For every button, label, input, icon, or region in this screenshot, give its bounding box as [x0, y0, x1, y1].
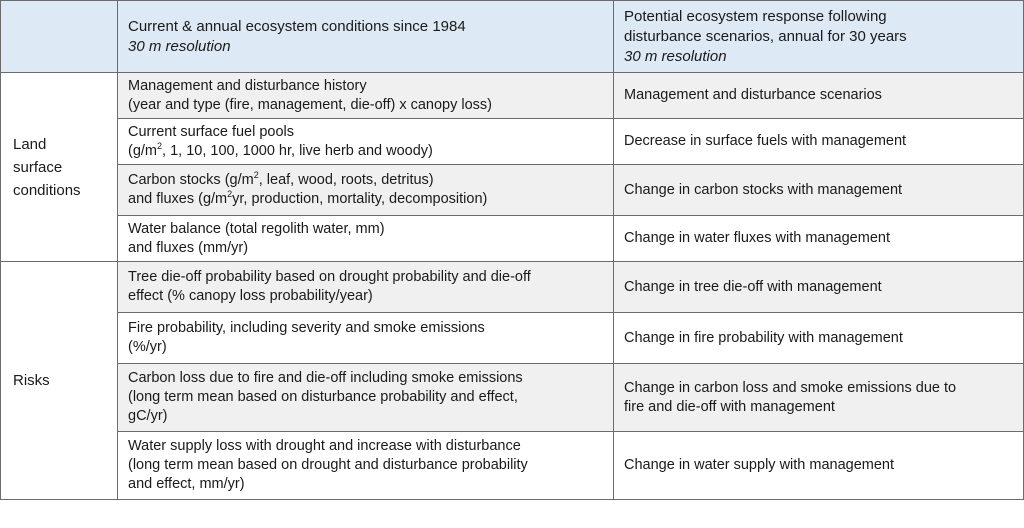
- table-row: Risks Tree die-off probability based on …: [0, 261, 1024, 500]
- cell-line: (long term mean based on drought and dis…: [128, 457, 528, 473]
- potential-response-cell: Change in carbon loss and smoke emission…: [613, 363, 1024, 432]
- current-condition-cell: Tree die-off probability based on drough…: [117, 261, 614, 313]
- table-row: Fire probability, including severity and…: [1, 312, 1024, 364]
- potential-response-cell: Management and disturbance scenarios: [613, 72, 1024, 119]
- header-potential-title-line2: disturbance scenarios, annual for 30 yea…: [624, 27, 907, 45]
- header-current-title: Current & annual ecosystem conditions si…: [128, 17, 466, 35]
- text-segment: and fluxes (g/m: [128, 191, 228, 207]
- cell-line: Change in carbon loss and smoke emission…: [624, 379, 957, 396]
- cell-line: effect (% canopy loss probability/year): [128, 288, 373, 304]
- table-header-row: Current & annual ecosystem conditions si…: [0, 0, 1024, 73]
- current-condition-cell: Water balance (total regolith water, mm)…: [117, 215, 614, 262]
- cell-line: (%/yr): [128, 339, 167, 355]
- superscript: 2: [227, 189, 233, 199]
- text-segment: (g/m: [128, 142, 157, 159]
- cell-line: (long term mean based on disturbance pro…: [128, 389, 518, 405]
- header-empty-cell: [0, 0, 118, 73]
- cell-line: Tree die-off probability based on drough…: [128, 269, 531, 285]
- table-row: Carbon stocks (g/m2, leaf, wood, roots, …: [1, 164, 1024, 216]
- superscript: 2: [253, 170, 259, 180]
- group-land-line2: surface: [13, 158, 63, 176]
- table-row: Water balance (total regolith water, mm)…: [1, 215, 1024, 262]
- text-segment: , 1, 10, 100, 1000 hr, live herb and woo…: [162, 142, 433, 159]
- current-condition-cell: Fire probability, including severity and…: [117, 312, 614, 364]
- cell-line: fire and die-off with management: [624, 398, 835, 415]
- superscript: 2: [157, 140, 163, 151]
- header-current-resolution: 30 m resolution: [128, 37, 231, 55]
- cell-line: Carbon stocks (g/m2, leaf, wood, roots, …: [128, 171, 603, 190]
- cell-line: Current surface fuel pools: [128, 123, 295, 140]
- group-land-line1: Land: [13, 135, 47, 153]
- table-row: Water supply loss with drought and incre…: [1, 431, 1024, 500]
- header-current-conditions: Current & annual ecosystem conditions si…: [117, 0, 614, 73]
- text-segment: , leaf, wood, roots, detritus): [258, 172, 434, 188]
- potential-response-cell: Change in water fluxes with management: [613, 215, 1024, 262]
- potential-response-cell: Change in tree die-off with management: [613, 261, 1024, 313]
- cell-line: gC/yr): [128, 408, 168, 424]
- table-row: Current surface fuel pools (g/m2, 1, 10,…: [1, 118, 1024, 165]
- potential-response-cell: Change in water supply with management: [613, 431, 1024, 500]
- cell-line: Water supply loss with drought and incre…: [128, 438, 521, 454]
- cell-line: and effect, mm/yr): [128, 476, 245, 492]
- cell-line: and fluxes (mm/yr): [128, 239, 249, 256]
- cell-line: (g/m2, 1, 10, 100, 1000 hr, live herb an…: [128, 140, 603, 161]
- text-segment: Carbon stocks (g/m: [128, 172, 254, 188]
- current-condition-cell: Carbon loss due to fire and die-off incl…: [117, 363, 614, 432]
- cell-line: Carbon loss due to fire and die-off incl…: [128, 370, 523, 386]
- group-land-line3: conditions: [13, 181, 81, 199]
- header-potential-title-line1: Potential ecosystem response following: [624, 7, 887, 25]
- potential-response-cell: Change in fire probability with manageme…: [613, 312, 1024, 364]
- header-potential-resolution: 30 m resolution: [624, 47, 727, 65]
- current-condition-cell: Management and disturbance history (year…: [117, 72, 614, 119]
- cell-line: and fluxes (g/m2yr, production, mortalit…: [128, 190, 603, 209]
- header-potential-response: Potential ecosystem response following d…: [613, 0, 1024, 73]
- group-risks: Risks: [0, 261, 118, 500]
- table-row: Carbon loss due to fire and die-off incl…: [1, 363, 1024, 432]
- current-condition-cell: Current surface fuel pools (g/m2, 1, 10,…: [117, 118, 614, 165]
- ecosystem-conditions-table: Current & annual ecosystem conditions si…: [0, 0, 1024, 500]
- current-condition-cell: Water supply loss with drought and incre…: [117, 431, 614, 500]
- text-segment: yr, production, mortality, decomposition…: [232, 191, 488, 207]
- potential-response-cell: Decrease in surface fuels with managemen…: [613, 118, 1024, 165]
- cell-line: Management and disturbance history: [128, 77, 367, 94]
- current-condition-cell: Carbon stocks (g/m2, leaf, wood, roots, …: [117, 164, 614, 216]
- table-row: Land surface conditions Management and d…: [0, 72, 1024, 262]
- group-land-surface-conditions: Land surface conditions: [0, 72, 118, 262]
- cell-line: Fire probability, including severity and…: [128, 320, 485, 336]
- cell-line: Water balance (total regolith water, mm): [128, 220, 385, 237]
- cell-line: (year and type (fire, management, die-of…: [128, 96, 493, 113]
- potential-response-cell: Change in carbon stocks with management: [613, 164, 1024, 216]
